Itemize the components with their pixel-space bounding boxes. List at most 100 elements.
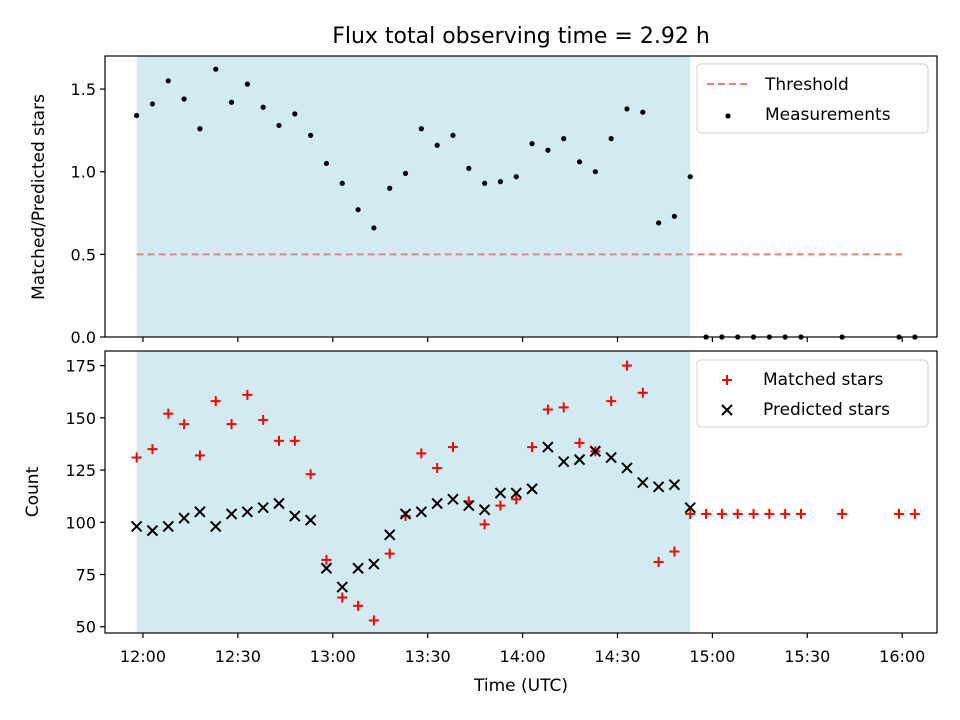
x-tick-label: 13:30 (405, 647, 451, 666)
measurement-point (355, 207, 361, 213)
ratio-legend[interactable]: Threshold Measurements (696, 63, 929, 134)
measurement-point (197, 126, 203, 132)
predicted-star-point (510, 487, 522, 499)
matched-star-point (289, 435, 300, 446)
predicted-star-point (652, 481, 665, 493)
predicted-star-point (494, 487, 507, 499)
measurement-point (181, 96, 187, 102)
matched-star-point (511, 494, 522, 505)
measurement-point (371, 225, 377, 231)
matched-star-point (701, 508, 712, 519)
matched-star-point (273, 435, 284, 446)
matched-star-point (226, 419, 237, 430)
matched-star-point (194, 450, 205, 461)
matched-star-point (179, 419, 190, 430)
predicted-star-point (542, 441, 554, 453)
x-tick-label: 13:00 (310, 647, 356, 666)
measurements-legend-label: Measurements (765, 105, 891, 125)
measurement-point (497, 179, 504, 185)
measurement-point (149, 101, 156, 107)
predicted-stars-points (130, 441, 696, 593)
matched-star-point (384, 548, 395, 559)
predicted-star-point (447, 493, 459, 506)
matched-star-point (780, 508, 791, 519)
matched-star-point (416, 448, 427, 459)
x-tick-label: 14:00 (500, 647, 546, 666)
predicted-star-point (463, 499, 475, 512)
count-y-tick-label: 50 (76, 618, 96, 637)
ratio-y-axis-label: Matched/Predicted stars (29, 94, 49, 300)
matched-star-point (337, 592, 348, 603)
matched-stars-legend-label: Matched stars (763, 370, 883, 390)
predicted-star-point (526, 483, 538, 495)
count-x-ticks: 12:00 12:30 13:00 13:30 14:00 14:30 15:00 15:30… (120, 633, 925, 666)
measurement-point (624, 106, 630, 112)
predicted-star-point (621, 462, 633, 474)
ratio-y-tick-label: 1.5 (71, 80, 96, 99)
count-y-tick-label: 100 (65, 513, 96, 532)
predicted-star-point (241, 506, 254, 518)
ratio-x-ticks (142, 337, 903, 342)
predicted-star-point (415, 506, 428, 518)
ratio-y-tick-label: 0.0 (71, 328, 96, 347)
measurement-point (418, 126, 424, 132)
predicted-star-point (146, 524, 159, 537)
matched-star-point (368, 615, 379, 626)
ratio-axes-frame (104, 55, 938, 338)
matched-star-point (574, 437, 585, 448)
measurement-point (276, 122, 282, 129)
matched-star-point (606, 396, 617, 407)
predicted-star-point (257, 501, 269, 514)
predicted-star-point (352, 562, 364, 574)
matched-star-point (210, 396, 221, 407)
matched-star-point (131, 452, 142, 463)
predicted-star-point (289, 510, 301, 522)
matched-star-point (637, 387, 648, 398)
predicted-star-point (573, 453, 586, 466)
matched-star-point (542, 404, 553, 415)
matched-star-point (732, 508, 743, 519)
matched-stars-legend-marker (722, 375, 732, 385)
ratio-legend-box (696, 63, 929, 134)
matched-star-point (353, 600, 364, 611)
count-y-tick-label: 125 (65, 461, 96, 480)
x-tick-label: 15:30 (784, 647, 830, 666)
predicted-star-point (637, 476, 649, 489)
measurement-point (339, 180, 345, 186)
matched-star-point (894, 508, 905, 519)
matched-star-point (795, 508, 806, 519)
matched-star-point (764, 508, 775, 519)
matched-star-point (163, 408, 174, 419)
count-legend[interactable]: Matched stars Predicted stars (696, 359, 929, 428)
ratio-y-tick-label: 0.5 (71, 245, 96, 264)
count-y-tick-label: 75 (76, 566, 96, 585)
measurement-point (561, 136, 567, 142)
predicted-star-point (225, 508, 238, 520)
predicted-star-point (178, 512, 190, 524)
measurement-point (576, 159, 583, 165)
measurement-point (608, 136, 614, 142)
matched-star-point (258, 414, 269, 425)
measurement-point (244, 81, 250, 87)
predicted-star-point (684, 501, 696, 514)
matched-star-point (147, 444, 158, 455)
x-tick-label: 15:00 (689, 647, 735, 666)
count-y-axis-label: Count (23, 466, 43, 517)
matched-star-point (495, 500, 506, 511)
predicted-stars-legend-label: Predicted stars (763, 400, 890, 420)
matched-stars-legend-swatch (722, 375, 732, 385)
x-tick-label: 14:30 (594, 647, 640, 666)
x-axis-label: Time (UTC) (473, 676, 568, 696)
measurement-point (387, 185, 393, 191)
measurement-point (687, 174, 693, 180)
measurement-point (134, 112, 140, 119)
count-axes-frame (104, 350, 938, 634)
measurement-point (482, 180, 488, 186)
x-tick-label: 16:00 (879, 647, 925, 666)
predicted-star-point (194, 506, 206, 518)
measurement-point (671, 213, 678, 219)
measurement-point (260, 104, 266, 110)
predicted-star-point (589, 445, 602, 457)
count-shaded-region (136, 351, 691, 633)
